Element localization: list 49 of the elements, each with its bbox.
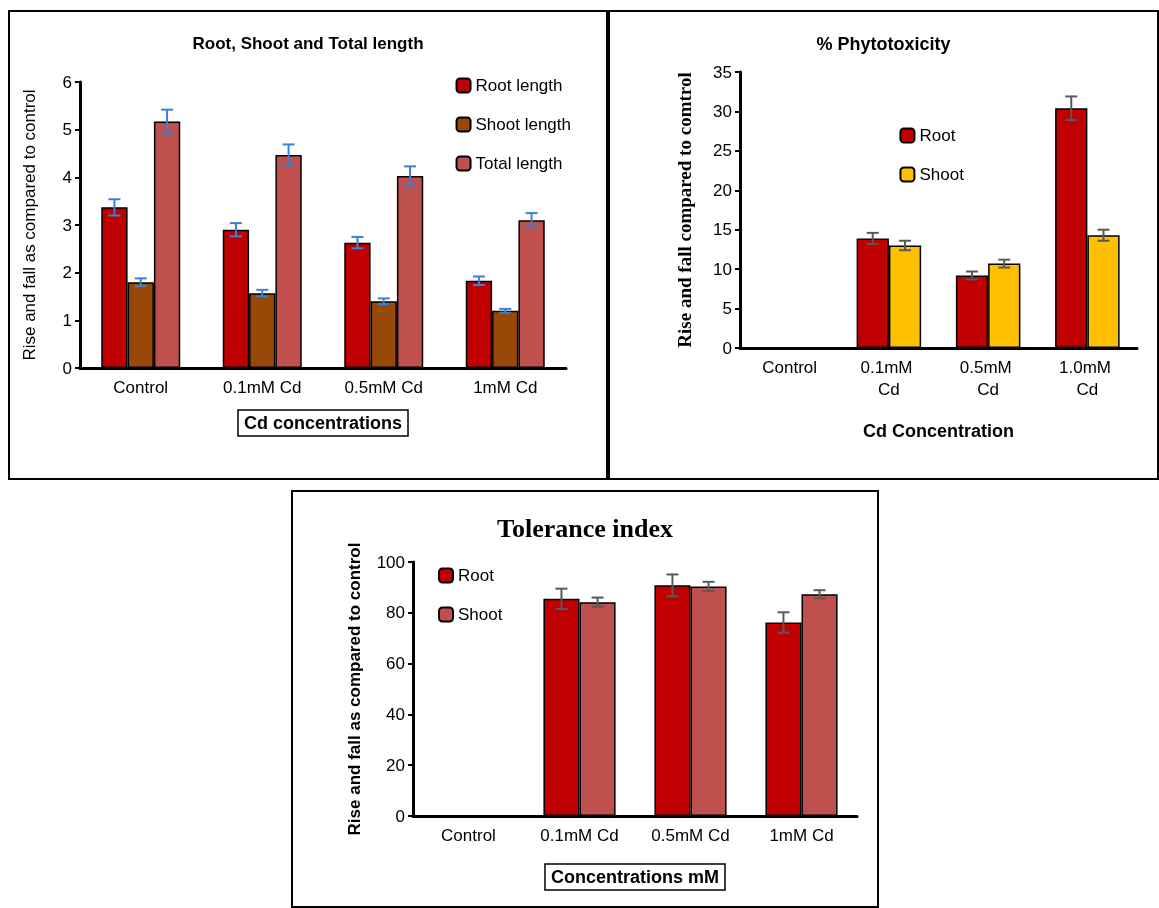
x-tick-label: Control — [113, 377, 169, 397]
y-tick-label: 15 — [713, 220, 732, 240]
y-tick-label: 80 — [386, 603, 405, 623]
x-tick-label: Control — [762, 357, 818, 377]
y-tick-label: 20 — [713, 180, 732, 200]
x-tick-label: 0.1mM Cd — [860, 357, 918, 399]
y-tick-label: 5 — [62, 120, 72, 140]
y-axis-title: Rise and fall as compared to control — [345, 542, 365, 836]
chart-title: Root, Shoot and Total length — [192, 34, 424, 53]
x-tick-label: 0.5mM Cd — [344, 377, 423, 397]
legend-label: Shoot — [458, 605, 503, 624]
y-tick-label: 60 — [386, 654, 405, 674]
y-tick-label: 30 — [713, 101, 732, 121]
x-axis-title: Concentrations mM — [550, 867, 720, 887]
legend-label: Shoot length — [475, 115, 571, 134]
legend-label: Shoot — [919, 165, 965, 184]
x-tick-label: 1mM Cd — [473, 377, 538, 397]
y-axis-title: Rise and fall compared to comtrol — [673, 72, 695, 348]
y-tick-label: 100 — [376, 552, 405, 572]
x-tick-label: 0.5mM Cd — [651, 825, 730, 845]
x-tick-label: Control — [441, 825, 496, 845]
y-tick-label: 35 — [713, 62, 732, 82]
y-axis-title: Rise and fall as compared to control — [19, 89, 39, 361]
x-tick-label: 1mM Cd — [769, 825, 834, 845]
y-tick-label: 25 — [713, 141, 732, 161]
x-tick-label: 0.5mM Cd — [959, 357, 1017, 399]
y-tick-label: 10 — [713, 259, 732, 279]
y-tick-label: 0 — [395, 806, 405, 826]
y-tick-label: 3 — [62, 215, 72, 235]
y-tick-label: 0 — [62, 358, 72, 378]
y-tick-label: 40 — [386, 704, 405, 724]
legend-label: Root — [458, 566, 495, 585]
chart-title: Tolerance index — [497, 513, 673, 543]
y-tick-label: 1 — [62, 310, 72, 330]
legend-label: Root — [919, 126, 956, 145]
x-tick-label: 1.0mM Cd — [1059, 357, 1116, 399]
x-tick-label: 0.1mM Cd — [540, 825, 619, 845]
legend-label: Root length — [475, 76, 563, 95]
y-tick-label: 0 — [722, 338, 732, 358]
chart-title: % Phytotoxicity — [816, 34, 951, 54]
legend-label: Total length — [475, 154, 563, 173]
x-tick-label: 0.1mM Cd — [223, 377, 302, 397]
y-tick-label: 6 — [62, 72, 72, 92]
y-tick-label: 2 — [62, 263, 72, 283]
y-tick-label: 4 — [62, 167, 72, 187]
y-tick-label: 5 — [722, 299, 732, 319]
y-tick-label: 20 — [386, 755, 405, 775]
x-axis-title: Cd concentrations — [243, 413, 403, 433]
x-axis-title: Cd Concentration — [863, 421, 1014, 441]
